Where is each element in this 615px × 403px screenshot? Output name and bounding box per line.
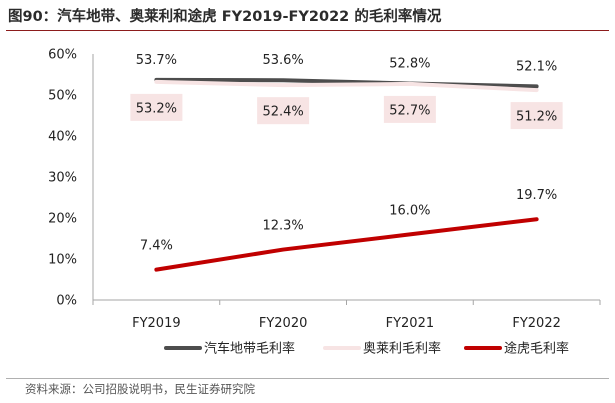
y-tick-label: 30% <box>48 171 77 186</box>
data-label: 16.0% <box>389 203 430 218</box>
y-tick-label: 50% <box>48 89 77 104</box>
y-tick-label: 40% <box>48 130 77 145</box>
source-divider <box>6 378 609 379</box>
data-label: 53.2% <box>136 101 177 116</box>
source-note: 资料来源：公司招股说明书，民生证券研究院 <box>25 382 255 396</box>
data-label: 51.2% <box>516 110 557 125</box>
y-tick-label: 10% <box>48 253 77 268</box>
data-label: 19.7% <box>516 188 557 203</box>
data-label: 7.4% <box>140 239 173 254</box>
data-label: 52.7% <box>389 103 430 118</box>
data-label: 52.1% <box>516 59 557 74</box>
x-tick-label: FY2019 <box>132 316 181 331</box>
data-label-box <box>383 95 436 123</box>
title-divider <box>6 30 609 31</box>
x-tick-label: FY2022 <box>512 316 561 331</box>
data-label-box <box>257 97 310 125</box>
data-label: 53.6% <box>262 53 303 68</box>
x-tick-label: FY2021 <box>386 316 435 331</box>
legend-label: 汽车地带毛利率 <box>204 341 295 357</box>
y-tick-label: 20% <box>48 212 77 227</box>
data-label: 52.4% <box>262 105 303 120</box>
data-label: 12.3% <box>262 219 303 234</box>
series-line-3 <box>154 217 539 272</box>
legend-label: 途虎毛利率 <box>504 341 569 357</box>
y-tick-label: 0% <box>56 294 77 309</box>
data-label: 53.7% <box>136 53 177 68</box>
data-label-box <box>510 102 563 130</box>
series-line-1 <box>154 77 539 89</box>
x-tick-label: FY2020 <box>259 316 308 331</box>
figure-title: 图90：汽车地带、奥莱利和途虎 FY2019-FY2022 的毛利率情况 <box>8 9 442 25</box>
margin-line-chart: 0% 10% 20% 30% 40% 50% 60% FY2019 FY2020 FY2021 FY… <box>48 48 601 357</box>
legend-label: 奥莱利毛利率 <box>363 341 441 357</box>
data-label: 52.8% <box>389 57 430 72</box>
y-tick-label: 60% <box>48 48 77 63</box>
series-line-2 <box>154 79 539 93</box>
data-label-box <box>130 93 183 121</box>
